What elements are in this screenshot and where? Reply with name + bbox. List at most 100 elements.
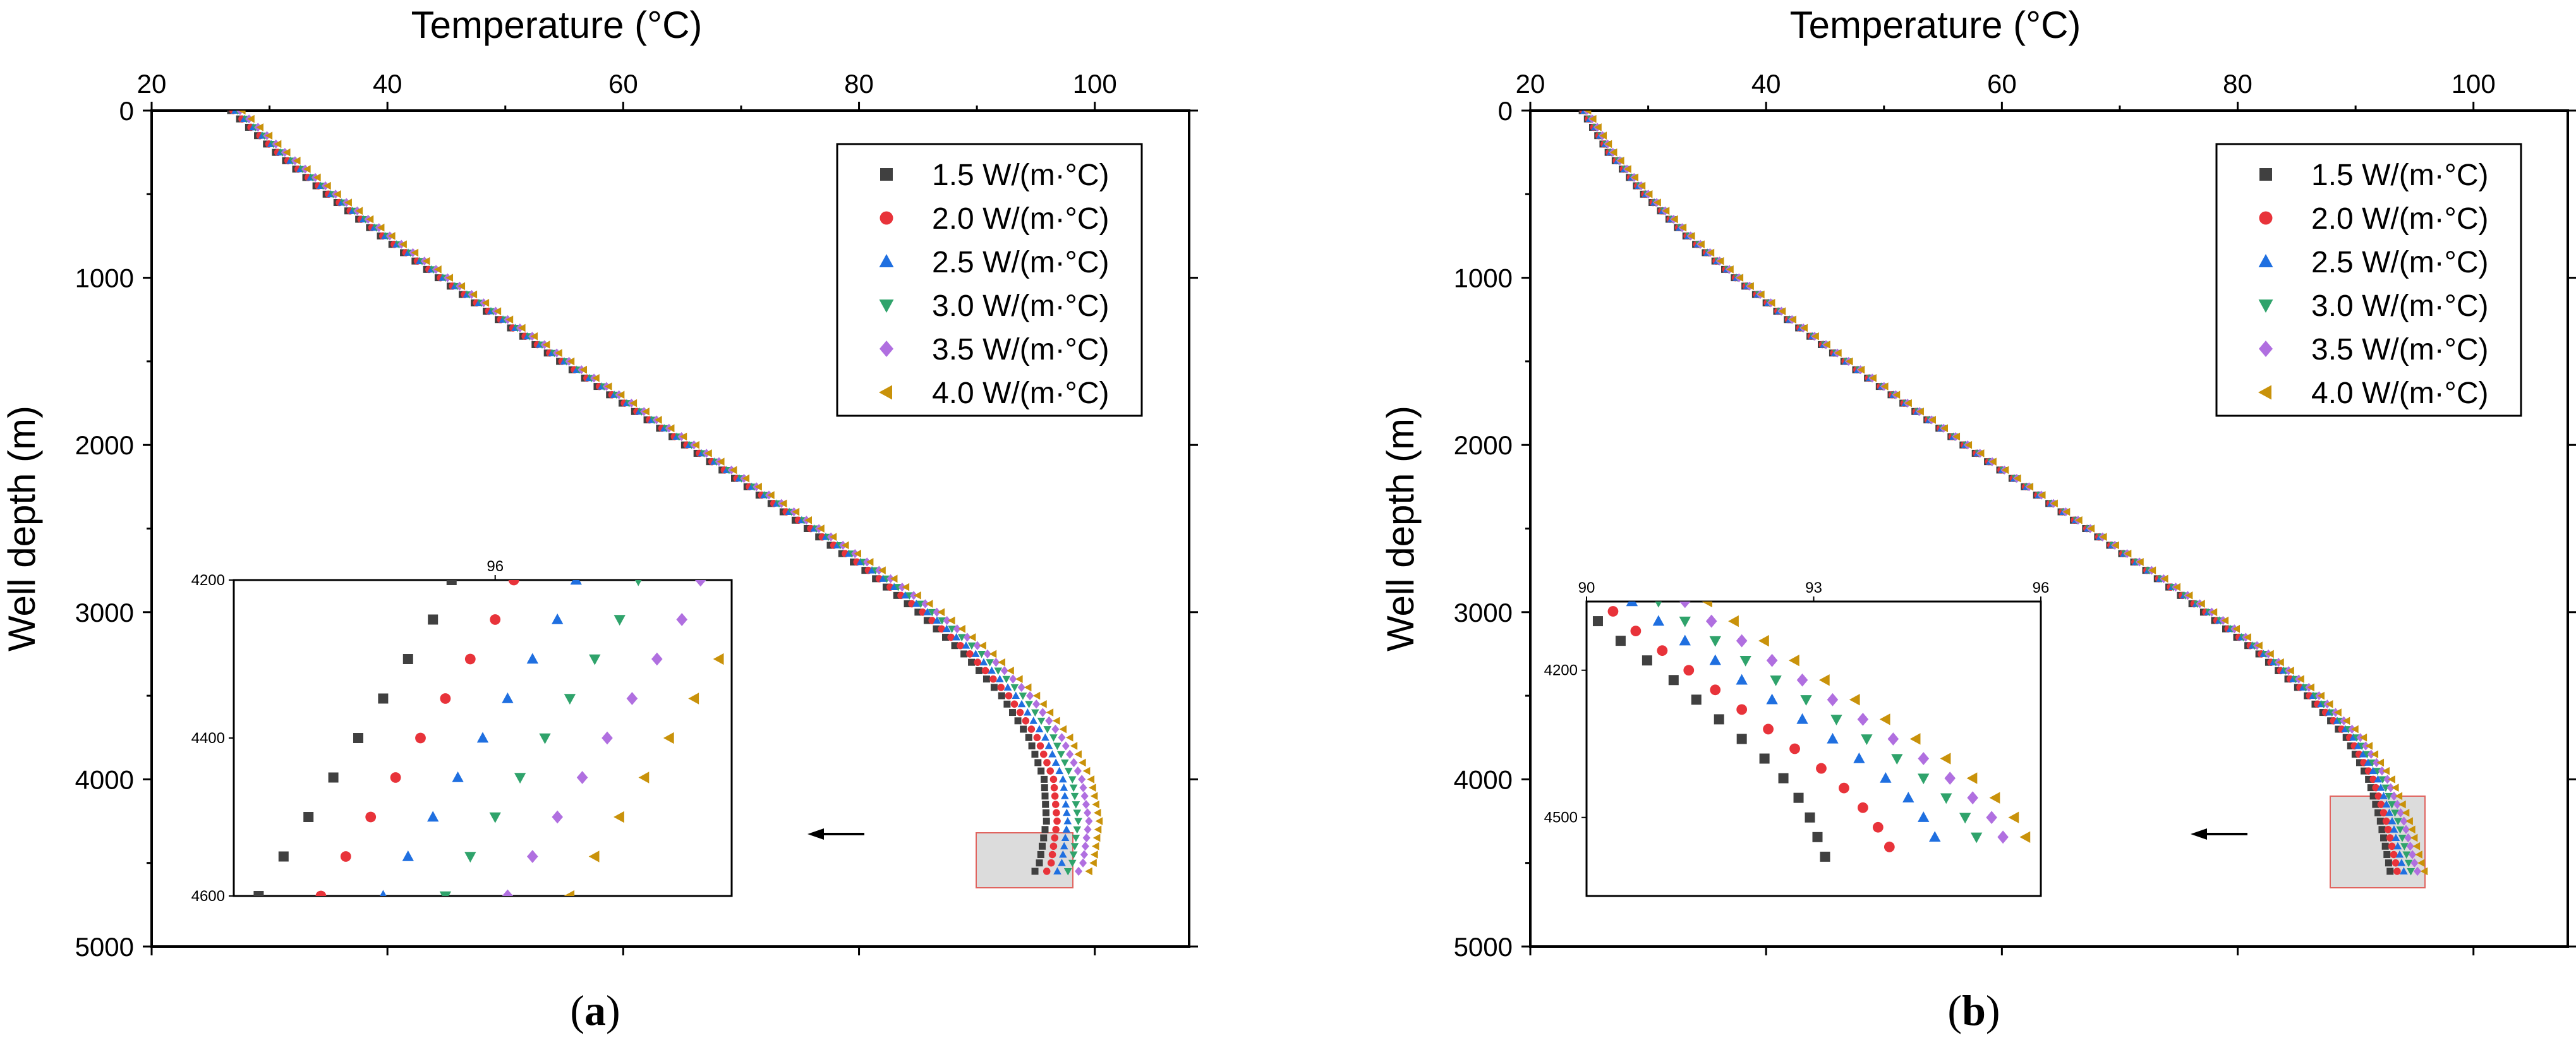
data-point bbox=[679, 432, 687, 441]
inset-data-point bbox=[1849, 694, 1860, 706]
data-point bbox=[1036, 742, 1044, 750]
inset-data-point bbox=[378, 693, 389, 704]
data-point bbox=[2369, 792, 2377, 800]
data-point bbox=[1976, 449, 1985, 457]
data-point bbox=[2383, 850, 2391, 858]
y-tick-label: 5000 bbox=[1454, 932, 1513, 962]
data-point bbox=[2099, 533, 2107, 542]
data-point bbox=[1645, 190, 1653, 198]
data-point bbox=[2001, 466, 2009, 475]
legend-frame bbox=[2215, 143, 2522, 417]
inset-data-point bbox=[1940, 753, 1951, 765]
data-point bbox=[1049, 842, 1058, 850]
data-point bbox=[2383, 775, 2392, 784]
data-point bbox=[1089, 784, 1096, 792]
data-point bbox=[2342, 717, 2350, 725]
data-point bbox=[1904, 399, 1912, 408]
data-point bbox=[968, 633, 976, 641]
inset-data-point bbox=[428, 614, 438, 625]
data-point bbox=[1010, 684, 1019, 692]
x-tick-label: 60 bbox=[1987, 69, 2017, 99]
data-point bbox=[2380, 834, 2388, 842]
data-point bbox=[983, 675, 990, 683]
data-point bbox=[1599, 131, 1607, 140]
data-point bbox=[422, 257, 430, 265]
inset-data-point bbox=[1959, 813, 1971, 824]
legend-marker bbox=[880, 168, 893, 181]
inset-data-point bbox=[1763, 723, 1774, 735]
inset-series-2 bbox=[315, 580, 519, 896]
panel-b: 20 40 60 80 100010002000300040005000Temperat… bbox=[1379, 4, 2576, 962]
inset-data-point bbox=[1652, 615, 1665, 626]
legend-marker bbox=[880, 211, 893, 225]
data-point bbox=[1823, 341, 1830, 349]
inset-data-point bbox=[1657, 645, 1668, 657]
data-point bbox=[1070, 758, 1078, 768]
data-point bbox=[2354, 741, 2362, 749]
inset-series-5 bbox=[1679, 602, 2009, 844]
data-point bbox=[1746, 282, 1754, 291]
data-point bbox=[1073, 809, 1082, 817]
legend-marker bbox=[2259, 211, 2273, 225]
series-layer bbox=[227, 111, 1103, 876]
data-point bbox=[1697, 240, 1705, 249]
data-point bbox=[904, 600, 911, 608]
inset-y-tick-label: 4400 bbox=[191, 730, 225, 747]
data-point bbox=[1058, 859, 1066, 866]
y-tick-label: 1000 bbox=[1454, 263, 1513, 293]
data-point bbox=[1041, 784, 1048, 792]
data-point bbox=[1002, 675, 1011, 684]
data-point bbox=[1707, 248, 1715, 257]
data-point bbox=[2392, 859, 2400, 867]
data-point bbox=[2410, 833, 2418, 842]
data-point bbox=[1010, 700, 1019, 708]
legend: 1.5 W/(m·°C) 2.0 W/(m·°C) 2.5 W/(m·°C) 3.0 … bbox=[836, 143, 1143, 417]
x-tick-label: 60 bbox=[608, 69, 638, 99]
inset-data-point bbox=[1607, 606, 1619, 617]
data-point bbox=[1081, 842, 1089, 851]
data-point bbox=[1089, 859, 1097, 868]
data-point bbox=[971, 650, 980, 657]
inset-zoom: 90 93 96 4200 4500 bbox=[1544, 579, 2049, 897]
data-point bbox=[2390, 850, 2398, 859]
data-point bbox=[2173, 583, 2180, 591]
inset-data-point bbox=[1816, 763, 1827, 774]
data-point bbox=[923, 608, 932, 615]
legend-entry-label: 3.0 W/(m·°C) bbox=[932, 289, 1110, 323]
data-point bbox=[792, 507, 800, 516]
inset-data-point bbox=[638, 772, 650, 784]
data-point bbox=[1058, 733, 1066, 742]
legend-marker bbox=[2259, 168, 2272, 181]
data-point bbox=[2378, 766, 2386, 776]
data-point bbox=[2364, 758, 2373, 766]
x-tick-label: 20 bbox=[137, 69, 167, 99]
inset-data-point bbox=[278, 851, 289, 862]
data-point bbox=[493, 307, 502, 315]
inset-data-point bbox=[1827, 693, 1839, 706]
inset-series-5 bbox=[502, 580, 706, 896]
data-point bbox=[1609, 148, 1618, 157]
inset-series-4 bbox=[1655, 602, 1983, 844]
inset-data-point bbox=[1714, 714, 1724, 725]
data-point bbox=[1061, 759, 1069, 767]
data-point bbox=[1989, 457, 1997, 466]
data-point bbox=[977, 651, 986, 658]
data-point bbox=[1051, 834, 1059, 842]
data-point bbox=[2391, 784, 2399, 792]
data-point bbox=[667, 424, 675, 433]
data-point bbox=[1073, 766, 1082, 776]
data-point bbox=[1053, 817, 1061, 825]
data-point bbox=[998, 692, 1005, 699]
data-point bbox=[1726, 265, 1734, 274]
data-point bbox=[2386, 868, 2394, 875]
data-point bbox=[1017, 699, 1026, 708]
inset-data-point bbox=[1944, 772, 1956, 785]
inset-data-point bbox=[415, 732, 426, 744]
data-point bbox=[1757, 290, 1765, 299]
data-point bbox=[2390, 825, 2398, 833]
data-point bbox=[2334, 708, 2342, 717]
data-point bbox=[983, 649, 991, 659]
data-point bbox=[2385, 808, 2393, 816]
data-point bbox=[2014, 474, 2021, 483]
inset-data-point bbox=[1827, 732, 1839, 744]
